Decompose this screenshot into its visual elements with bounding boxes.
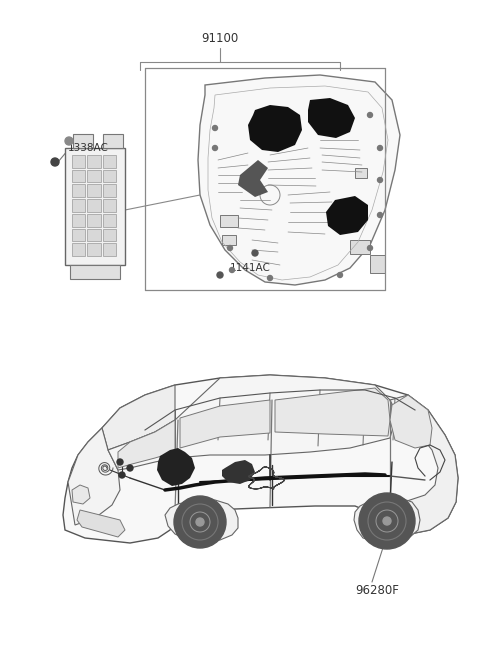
Circle shape [119,472,125,478]
Bar [370,255,385,273]
Polygon shape [222,460,255,484]
Circle shape [213,145,217,151]
Text: 1338AC: 1338AC [68,143,109,153]
Polygon shape [72,155,85,168]
Polygon shape [103,243,116,256]
Polygon shape [72,199,85,212]
Polygon shape [238,160,268,197]
Polygon shape [165,500,238,542]
Circle shape [337,272,343,278]
Circle shape [174,496,226,548]
Polygon shape [77,510,125,537]
Polygon shape [326,196,368,235]
Polygon shape [72,185,85,197]
Polygon shape [87,199,101,212]
Polygon shape [72,485,90,504]
Polygon shape [87,155,101,168]
Circle shape [383,517,391,525]
Polygon shape [354,498,420,542]
Circle shape [252,250,258,256]
Circle shape [229,267,235,272]
Circle shape [65,137,73,145]
Polygon shape [87,185,101,197]
Circle shape [127,465,133,471]
Polygon shape [157,448,195,486]
Polygon shape [108,375,395,470]
Polygon shape [248,105,302,152]
Polygon shape [73,134,93,148]
Polygon shape [118,420,175,468]
Polygon shape [87,229,101,241]
Circle shape [377,145,383,151]
Polygon shape [63,375,458,543]
Polygon shape [102,385,175,450]
Polygon shape [103,155,116,168]
Polygon shape [198,75,400,285]
Polygon shape [380,395,458,535]
Polygon shape [390,395,432,448]
Circle shape [377,212,383,217]
Polygon shape [72,170,85,183]
Polygon shape [103,229,116,241]
Circle shape [267,276,273,280]
Polygon shape [308,98,355,138]
Polygon shape [70,265,120,279]
Polygon shape [103,134,123,148]
Polygon shape [103,199,116,212]
Text: 91100: 91100 [202,31,239,45]
Circle shape [368,113,372,117]
Polygon shape [103,170,116,183]
Polygon shape [87,214,101,227]
Polygon shape [180,400,270,448]
Circle shape [359,493,415,549]
Polygon shape [103,185,116,197]
Circle shape [228,246,232,250]
Polygon shape [65,148,125,265]
Circle shape [213,126,217,130]
Polygon shape [275,388,390,436]
Polygon shape [72,214,85,227]
Polygon shape [72,243,85,256]
Bar [222,235,236,245]
Polygon shape [68,428,120,525]
Circle shape [196,518,204,526]
Circle shape [377,178,383,183]
Circle shape [51,158,59,166]
Polygon shape [87,170,101,183]
Polygon shape [72,229,85,241]
Circle shape [368,246,372,250]
Bar [220,215,238,227]
Circle shape [217,272,223,278]
Polygon shape [87,243,101,256]
Polygon shape [103,214,116,227]
Text: 96280F: 96280F [355,584,399,597]
Circle shape [117,459,123,465]
Text: 1141AC: 1141AC [230,263,271,273]
Bar [350,240,370,254]
Bar [355,168,367,178]
